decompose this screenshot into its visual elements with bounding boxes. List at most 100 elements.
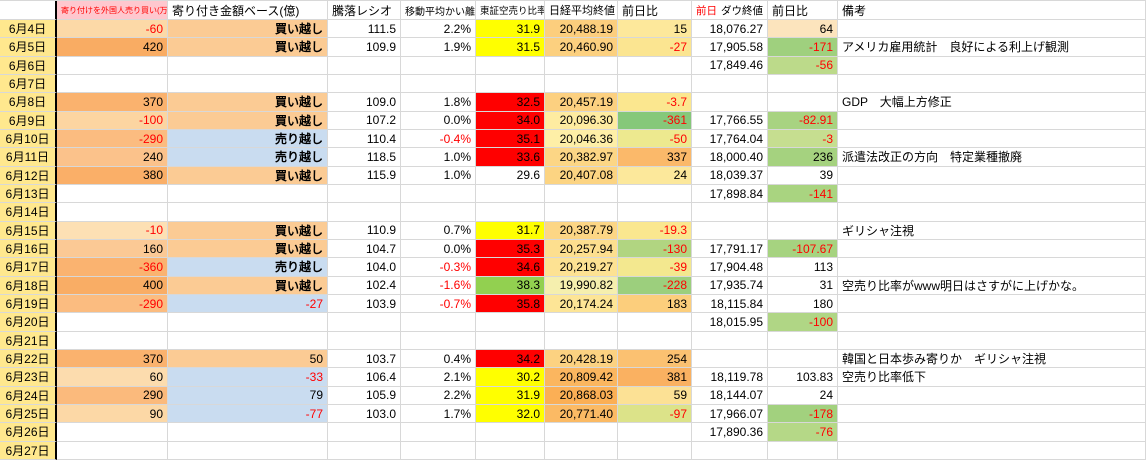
cell-advance-decline-ratio[interactable]: 109.0 — [328, 93, 401, 112]
cell-ma-divergence[interactable] — [401, 75, 476, 94]
cell-foreign-buy-sell[interactable]: -290 — [57, 295, 168, 314]
cell-amount-base[interactable]: -27 — [168, 295, 328, 314]
cell-nikkei-close[interactable]: 20,382.97 — [545, 148, 618, 167]
cell-short-sell-ratio[interactable]: 31.9 — [476, 386, 545, 405]
cell-remarks[interactable] — [838, 185, 1146, 204]
cell-remarks[interactable]: ギリシャ注視 — [838, 221, 1146, 240]
cell-advance-decline-ratio[interactable]: 103.7 — [328, 350, 401, 369]
cell-nikkei-change[interactable]: -361 — [618, 111, 692, 130]
header-open-amount-base[interactable]: 寄り付き金額ベース(億) — [168, 1, 328, 20]
cell-remarks[interactable] — [838, 166, 1146, 185]
cell-advance-decline-ratio[interactable]: 109.9 — [328, 38, 401, 57]
cell-remarks[interactable] — [838, 130, 1146, 149]
cell-amount-base[interactable] — [168, 185, 328, 204]
cell-ma-divergence[interactable]: 1.0% — [401, 148, 476, 167]
cell-amount-base[interactable] — [168, 56, 328, 75]
cell-remarks[interactable]: GDP 大幅上方修正 — [838, 93, 1146, 112]
header-remarks[interactable]: 備考 — [838, 1, 1146, 20]
cell-foreign-buy-sell[interactable]: -10 — [57, 221, 168, 240]
cell-advance-decline-ratio[interactable] — [328, 203, 401, 222]
cell-nikkei-close[interactable] — [545, 75, 618, 94]
cell-advance-decline-ratio[interactable]: 107.2 — [328, 111, 401, 130]
cell-foreign-buy-sell[interactable]: 370 — [57, 350, 168, 369]
date-cell[interactable]: 6月12日 — [0, 166, 57, 185]
cell-nikkei-change[interactable] — [618, 75, 692, 94]
cell-short-sell-ratio[interactable]: 31.9 — [476, 20, 545, 39]
cell-nikkei-close[interactable]: 20,457.19 — [545, 93, 618, 112]
date-cell[interactable]: 6月20日 — [0, 313, 57, 332]
cell-advance-decline-ratio[interactable]: 111.5 — [328, 20, 401, 39]
cell-advance-decline-ratio[interactable] — [328, 423, 401, 442]
cell-nikkei-close[interactable]: 20,407.08 — [545, 166, 618, 185]
cell-remarks[interactable] — [838, 111, 1146, 130]
cell-dow-close[interactable]: 17,849.46 — [692, 56, 768, 75]
cell-dow-change[interactable] — [768, 441, 838, 460]
cell-remarks[interactable] — [838, 240, 1146, 259]
date-cell[interactable]: 6月24日 — [0, 386, 57, 405]
cell-dow-change[interactable]: 64 — [768, 20, 838, 39]
cell-foreign-buy-sell[interactable]: -290 — [57, 130, 168, 149]
cell-foreign-buy-sell[interactable]: 160 — [57, 240, 168, 259]
cell-foreign-buy-sell[interactable] — [57, 75, 168, 94]
cell-short-sell-ratio[interactable]: 35.8 — [476, 295, 545, 314]
date-cell[interactable]: 6月25日 — [0, 405, 57, 424]
cell-amount-base[interactable] — [168, 423, 328, 442]
cell-dow-close[interactable] — [692, 203, 768, 222]
cell-nikkei-change[interactable] — [618, 203, 692, 222]
cell-amount-base[interactable]: 買い越し — [168, 166, 328, 185]
cell-remarks[interactable] — [838, 20, 1146, 39]
cell-short-sell-ratio[interactable]: 30.2 — [476, 368, 545, 387]
cell-nikkei-change[interactable] — [618, 423, 692, 442]
cell-remarks[interactable] — [838, 423, 1146, 442]
cell-short-sell-ratio[interactable]: 31.5 — [476, 38, 545, 57]
cell-foreign-buy-sell[interactable]: 370 — [57, 93, 168, 112]
date-cell[interactable]: 6月4日 — [0, 20, 57, 39]
cell-foreign-buy-sell[interactable]: 380 — [57, 166, 168, 185]
cell-dow-close[interactable]: 17,904.48 — [692, 258, 768, 277]
date-cell[interactable]: 6月21日 — [0, 331, 57, 350]
cell-advance-decline-ratio[interactable]: 115.9 — [328, 166, 401, 185]
cell-remarks[interactable] — [838, 386, 1146, 405]
cell-amount-base[interactable]: 79 — [168, 386, 328, 405]
date-cell[interactable]: 6月13日 — [0, 185, 57, 204]
cell-advance-decline-ratio[interactable]: 106.4 — [328, 368, 401, 387]
date-cell[interactable]: 6月6日 — [0, 56, 57, 75]
cell-advance-decline-ratio[interactable]: 102.4 — [328, 276, 401, 295]
cell-nikkei-close[interactable] — [545, 313, 618, 332]
cell-nikkei-close[interactable]: 20,809.42 — [545, 368, 618, 387]
cell-ma-divergence[interactable] — [401, 331, 476, 350]
cell-dow-change[interactable] — [768, 331, 838, 350]
cell-ma-divergence[interactable]: 1.9% — [401, 38, 476, 57]
cell-remarks[interactable] — [838, 258, 1146, 277]
date-cell[interactable]: 6月9日 — [0, 111, 57, 130]
cell-dow-close[interactable]: 18,000.40 — [692, 148, 768, 167]
cell-dow-change[interactable]: -3 — [768, 130, 838, 149]
cell-short-sell-ratio[interactable] — [476, 75, 545, 94]
cell-dow-close[interactable]: 18,115.84 — [692, 295, 768, 314]
cell-nikkei-close[interactable]: 20,257.94 — [545, 240, 618, 259]
date-cell[interactable]: 6月19日 — [0, 295, 57, 314]
cell-foreign-buy-sell[interactable]: 290 — [57, 386, 168, 405]
cell-ma-divergence[interactable]: 1.7% — [401, 405, 476, 424]
cell-dow-change[interactable]: -141 — [768, 185, 838, 204]
cell-short-sell-ratio[interactable]: 33.6 — [476, 148, 545, 167]
cell-amount-base[interactable]: 買い越し — [168, 221, 328, 240]
cell-advance-decline-ratio[interactable] — [328, 56, 401, 75]
cell-advance-decline-ratio[interactable]: 110.4 — [328, 130, 401, 149]
cell-dow-close[interactable]: 18,144.07 — [692, 386, 768, 405]
cell-dow-close[interactable] — [692, 350, 768, 369]
cell-ma-divergence[interactable]: 0.4% — [401, 350, 476, 369]
cell-nikkei-close[interactable] — [545, 185, 618, 204]
cell-remarks[interactable] — [838, 56, 1146, 75]
cell-dow-change[interactable]: 39 — [768, 166, 838, 185]
cell-amount-base[interactable]: -77 — [168, 405, 328, 424]
cell-nikkei-close[interactable] — [545, 423, 618, 442]
cell-ma-divergence[interactable]: 1.8% — [401, 93, 476, 112]
cell-amount-base[interactable]: 買い越し — [168, 20, 328, 39]
cell-short-sell-ratio[interactable]: 31.7 — [476, 221, 545, 240]
cell-nikkei-close[interactable]: 19,990.82 — [545, 276, 618, 295]
cell-foreign-buy-sell[interactable] — [57, 313, 168, 332]
cell-remarks[interactable] — [838, 331, 1146, 350]
cell-short-sell-ratio[interactable]: 34.6 — [476, 258, 545, 277]
cell-advance-decline-ratio[interactable] — [328, 75, 401, 94]
